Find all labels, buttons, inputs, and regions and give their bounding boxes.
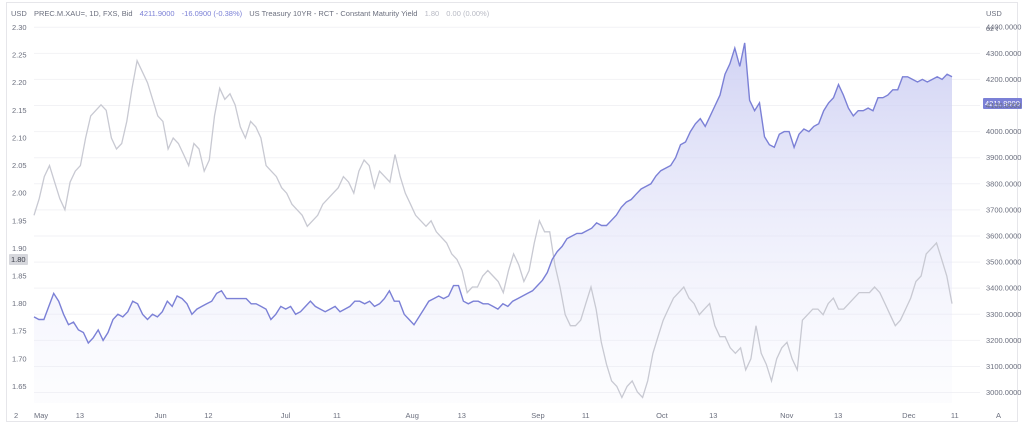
- left-tick-label: 1.70: [12, 354, 27, 363]
- left-tick-label: 2.25: [12, 51, 27, 60]
- x-tick-label: Jun: [155, 411, 167, 420]
- left-tick-label: 1.90: [12, 244, 27, 253]
- right-axis-ticks: 4400.0000 4300.0000 4200.0000 4100.0000 4000…: [986, 23, 1021, 397]
- right-tick-label: 4200.0000: [986, 75, 1021, 84]
- x-tick-label: 13: [709, 411, 717, 420]
- right-tick-label: 3700.0000: [986, 205, 1021, 214]
- right-axis-unit: USD: [986, 9, 1002, 18]
- right-axis-subunit: oz t: [986, 24, 999, 33]
- left-tick-label: 2.00: [12, 189, 27, 198]
- left-tick-label: 1.80: [12, 299, 27, 308]
- legend-yield-value: 1.80: [424, 9, 440, 18]
- right-tick-label: 3200.0000: [986, 336, 1021, 345]
- right-tick-label: 3000.0000: [986, 388, 1021, 397]
- right-tick-label: 3300.0000: [986, 310, 1021, 319]
- legend-gold-price: 4211.9000: [139, 9, 175, 18]
- x-tick-label: Aug: [406, 411, 419, 420]
- x-tick-label: 13: [76, 411, 84, 420]
- right-tick-label: 4100.0000: [986, 101, 1021, 110]
- chart-legend: PREC.M.XAU=, 1D, FXS, Bid 4211.9000 -16.…: [34, 9, 494, 18]
- left-axis-ticks: 2.30 2.25 2.20 2.15 2.10 2.05 2.00 1.95 1.90 1.85…: [12, 23, 27, 391]
- right-tick-label: 3600.0000: [986, 231, 1021, 240]
- x-tick-label: Sep: [531, 411, 544, 420]
- right-tick-label: 3900.0000: [986, 153, 1021, 162]
- x-tick-label: 11: [951, 411, 959, 420]
- legend-gold-symbol: PREC.M.XAU=, 1D, FXS, Bid: [34, 9, 133, 18]
- right-tick-label: 4400.0000: [986, 23, 1021, 32]
- x-tick-label: 13: [834, 411, 842, 420]
- right-tick-label: 4000.0000: [986, 127, 1021, 136]
- x-tick-label: Dec: [902, 411, 916, 420]
- right-current-price-tag: 4211.9000: [983, 98, 1022, 109]
- legend-gold-change: -16.0900 (-0.38%): [181, 9, 243, 18]
- left-tick-label: 1.65: [12, 382, 27, 391]
- legend-yield-title: US Treasury 10YR - RCT - Constant Maturi…: [249, 9, 418, 18]
- x-tick-label: Nov: [780, 411, 794, 420]
- gold-area-fill: [34, 42, 952, 404]
- left-tick-label: 2.15: [12, 106, 27, 115]
- legend-yield-change: 0.00 (0.00%): [446, 9, 490, 18]
- right-tick-label: 4300.0000: [986, 49, 1021, 58]
- left-tick-label: 1.75: [12, 327, 27, 336]
- left-tick-label: 2.10: [12, 133, 27, 142]
- x-tick-label: Jul: [281, 411, 291, 420]
- left-current-value-tag: 1.80: [9, 254, 28, 265]
- right-tick-label: 3500.0000: [986, 258, 1021, 267]
- x-tick-label: May: [34, 411, 48, 420]
- left-tick-label: 2.20: [12, 78, 27, 87]
- x-tick-label: Oct: [656, 411, 669, 420]
- x-axis-ticks: May 13 Jun 12 Jul 11 Aug 13 Sep 11 Oct 13 Nov 13 Dec 11: [34, 411, 959, 420]
- corner-right-label: A: [996, 411, 1002, 420]
- right-tick-label: 3400.0000: [986, 284, 1021, 293]
- x-tick-label: 11: [333, 411, 341, 420]
- left-tick-label: 2.05: [12, 161, 27, 170]
- left-axis-unit: USD: [11, 9, 27, 18]
- x-tick-label: 11: [582, 411, 590, 420]
- series-line-treasury-yield: [33, 58, 953, 400]
- x-tick-label: 13: [458, 411, 466, 420]
- series-line-gold: [33, 42, 953, 345]
- right-tick-label: 3800.0000: [986, 179, 1021, 188]
- corner-left-label: 2: [14, 411, 19, 420]
- right-tick-label: 3100.0000: [986, 362, 1021, 371]
- left-tick-label: 1.95: [12, 216, 27, 225]
- left-tick-label: 1.85: [12, 272, 27, 281]
- x-tick-label: 12: [204, 411, 212, 420]
- left-tick-label: 2.30: [12, 23, 27, 32]
